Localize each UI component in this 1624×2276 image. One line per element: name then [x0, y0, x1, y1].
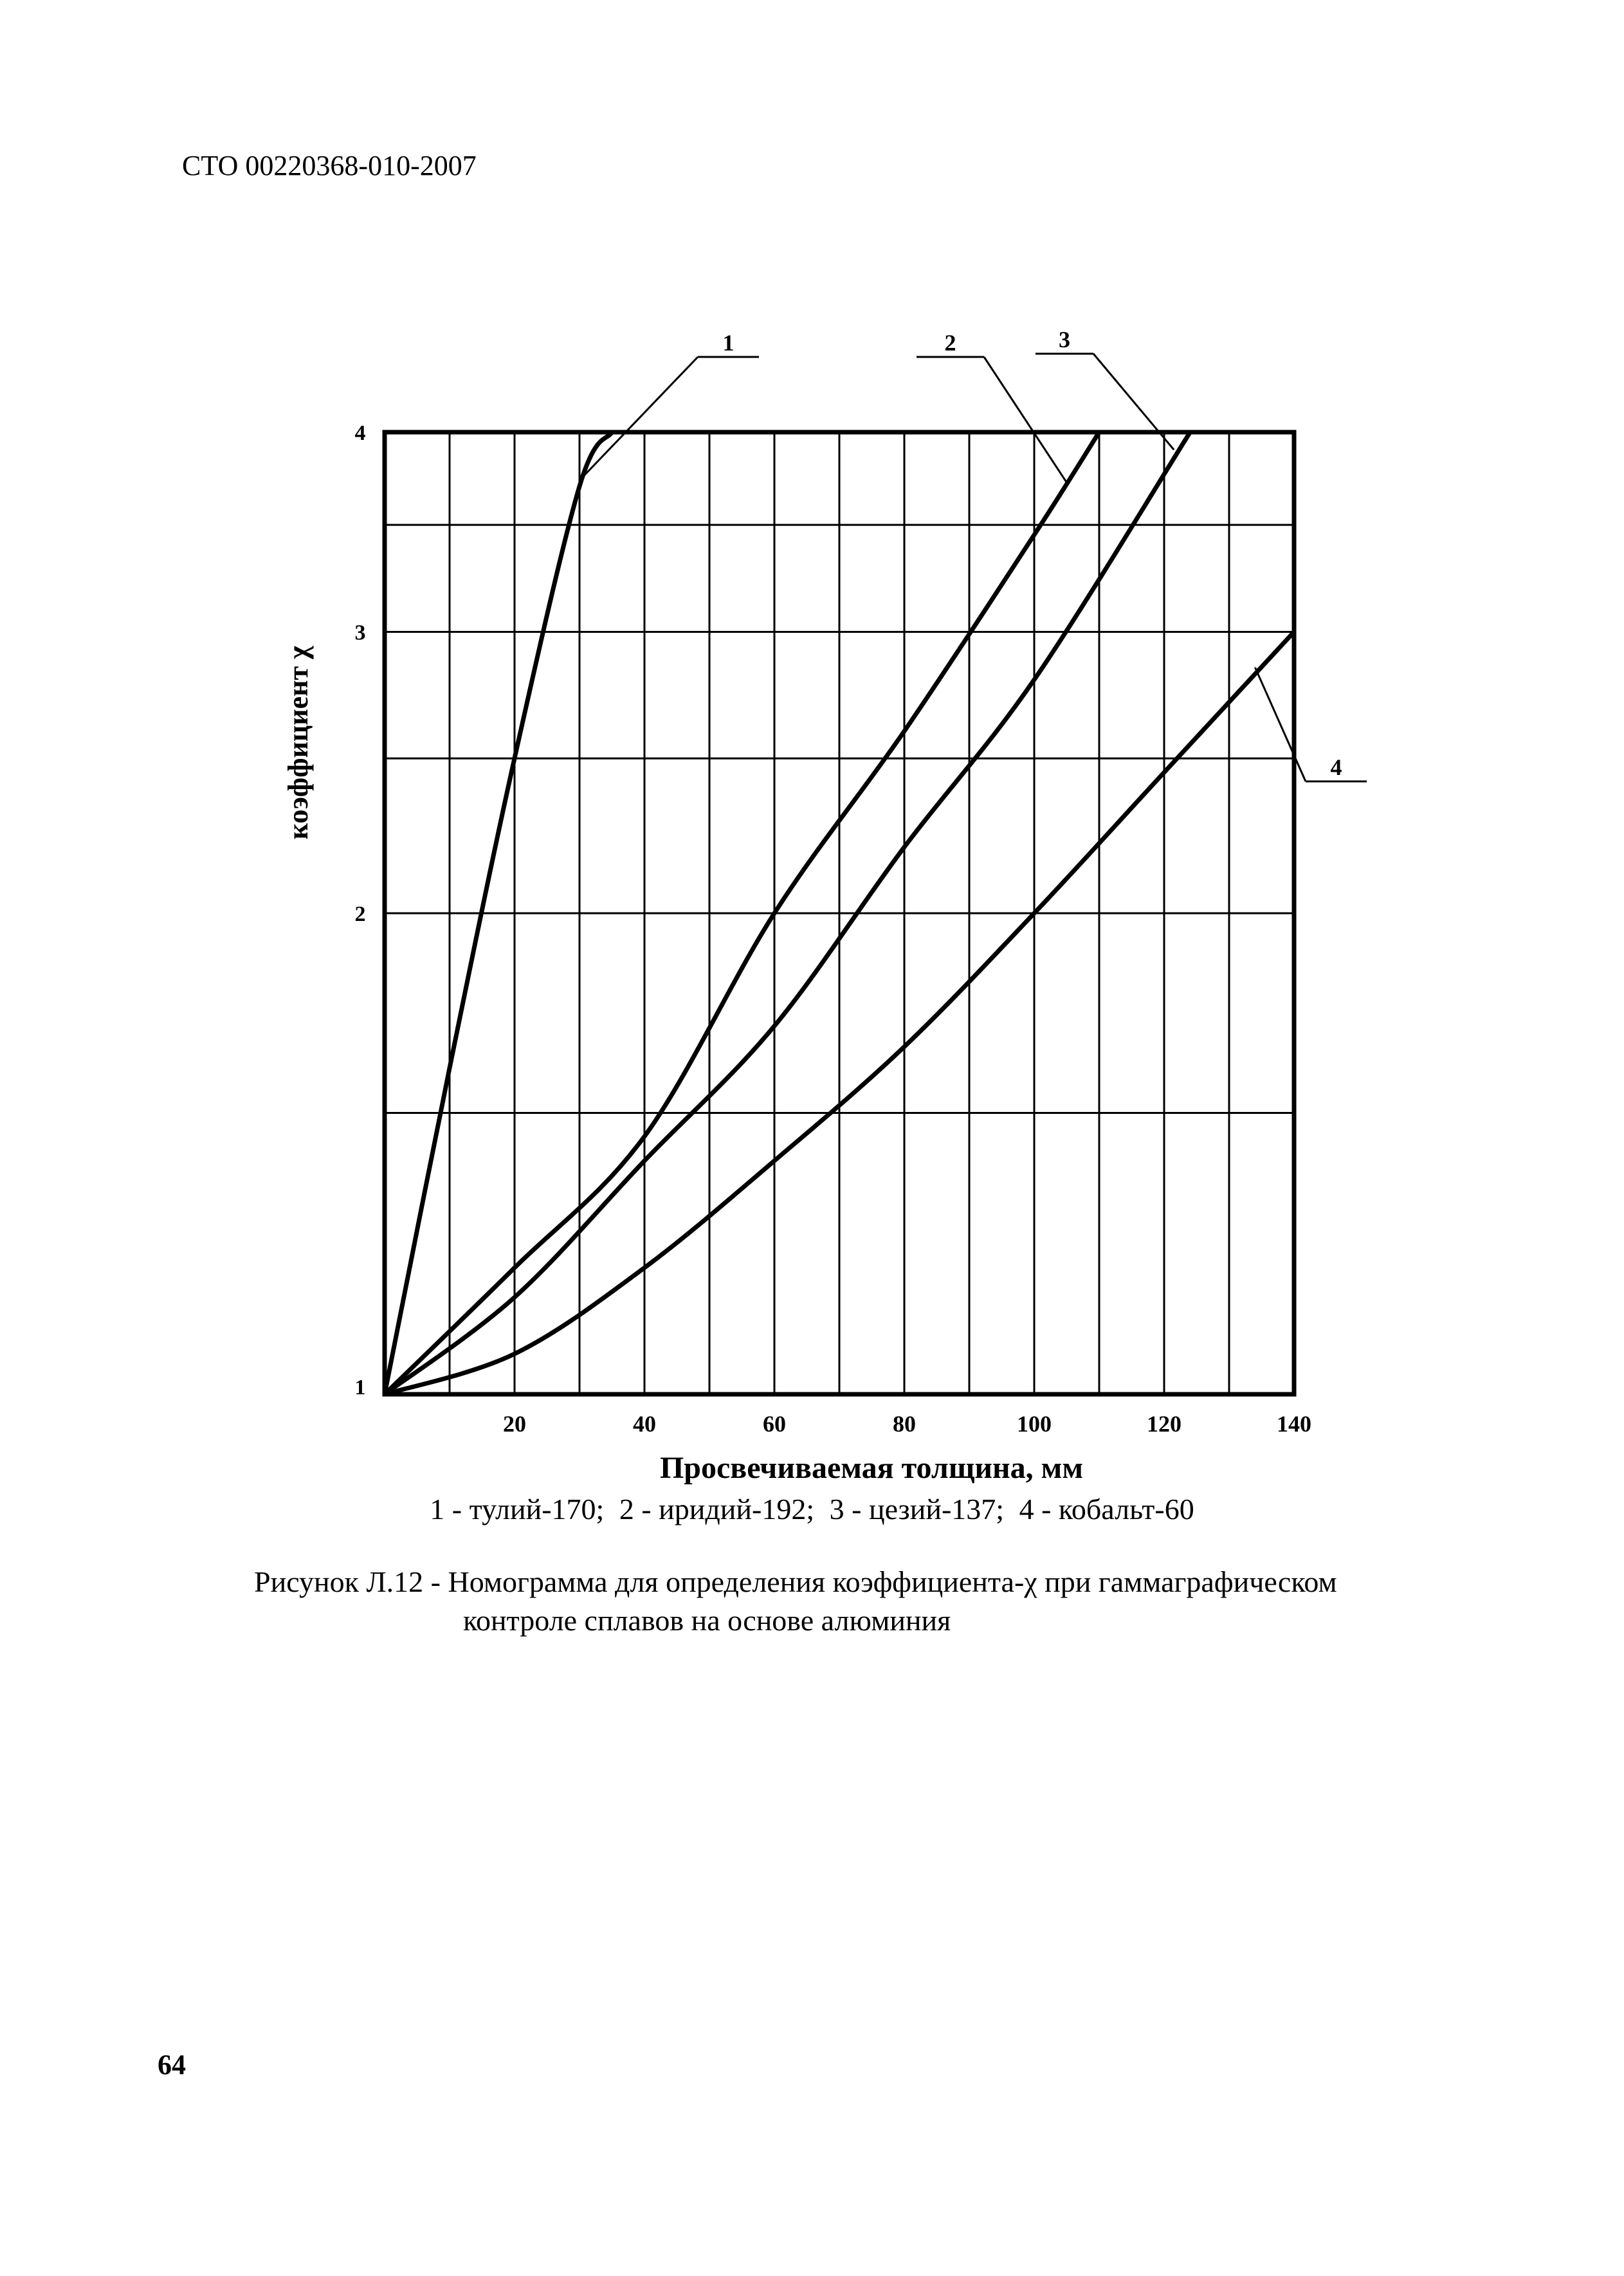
- caption-line-2: контроле сплавов на основе алюминия: [463, 1604, 951, 1637]
- series-line-1: [382, 430, 614, 1397]
- x-axis-label: Просвечиваемая толщина, мм: [660, 1451, 1083, 1485]
- x-tick-label: 40: [633, 1411, 656, 1437]
- y-tick-label: 2: [355, 902, 366, 926]
- x-tick-label: 100: [1017, 1411, 1052, 1437]
- callout-layer: 1 2 3 4: [581, 327, 1367, 783]
- series-line-4: [382, 629, 1297, 1397]
- series-line-3: [382, 430, 1192, 1397]
- x-tick-labels: 20 40 60 80 100 120 140: [503, 1411, 1311, 1437]
- chart-grid: [385, 432, 1294, 1394]
- x-tick-label: 60: [763, 1411, 786, 1437]
- series-layer: [382, 430, 1297, 1397]
- callout-label-2: 2: [945, 330, 956, 356]
- y-tick-label: 1: [355, 1376, 366, 1399]
- callout-leader-4: [1254, 667, 1307, 782]
- x-tick-label: 120: [1147, 1411, 1182, 1437]
- y-axis-label: коэффициент χ: [282, 646, 314, 840]
- callout-label-1: 1: [723, 330, 734, 356]
- legend-item-4: 4 - кобальт-60: [1019, 1493, 1194, 1525]
- page-number: 64: [158, 2049, 186, 2080]
- series-line-2: [382, 430, 1102, 1397]
- callout-label-4: 4: [1331, 754, 1342, 780]
- callout-leader-3: [1092, 353, 1175, 451]
- callout-leader-1: [581, 356, 699, 478]
- y-tick-label: 4: [355, 421, 366, 445]
- caption-line-1: Рисунок Л.12 - Номограмма для определени…: [254, 1565, 1337, 1598]
- legend-item-3: 3 - цезий-137;: [829, 1493, 1005, 1525]
- legend-item-1: 1 - тулий-170;: [430, 1493, 605, 1525]
- y-tick-label: 3: [355, 621, 366, 644]
- callout-leader-2: [983, 356, 1068, 484]
- x-tick-label: 20: [503, 1411, 526, 1437]
- document-code: СТО 00220368-010-2007: [182, 150, 477, 181]
- legend: 1 - тулий-170; 2 - иридий-192; 3 - цезий…: [0, 1492, 1624, 1526]
- plot-frame: [382, 430, 1297, 1397]
- x-tick-label: 80: [893, 1411, 916, 1437]
- callout-label-3: 3: [1059, 327, 1070, 352]
- x-tick-label: 140: [1277, 1411, 1311, 1437]
- y-tick-labels: 1 2 3 4: [355, 421, 366, 1399]
- figure-caption: Рисунок Л.12 - Номограмма для определени…: [254, 1563, 1337, 1640]
- legend-item-2: 2 - иридий-192;: [619, 1493, 815, 1525]
